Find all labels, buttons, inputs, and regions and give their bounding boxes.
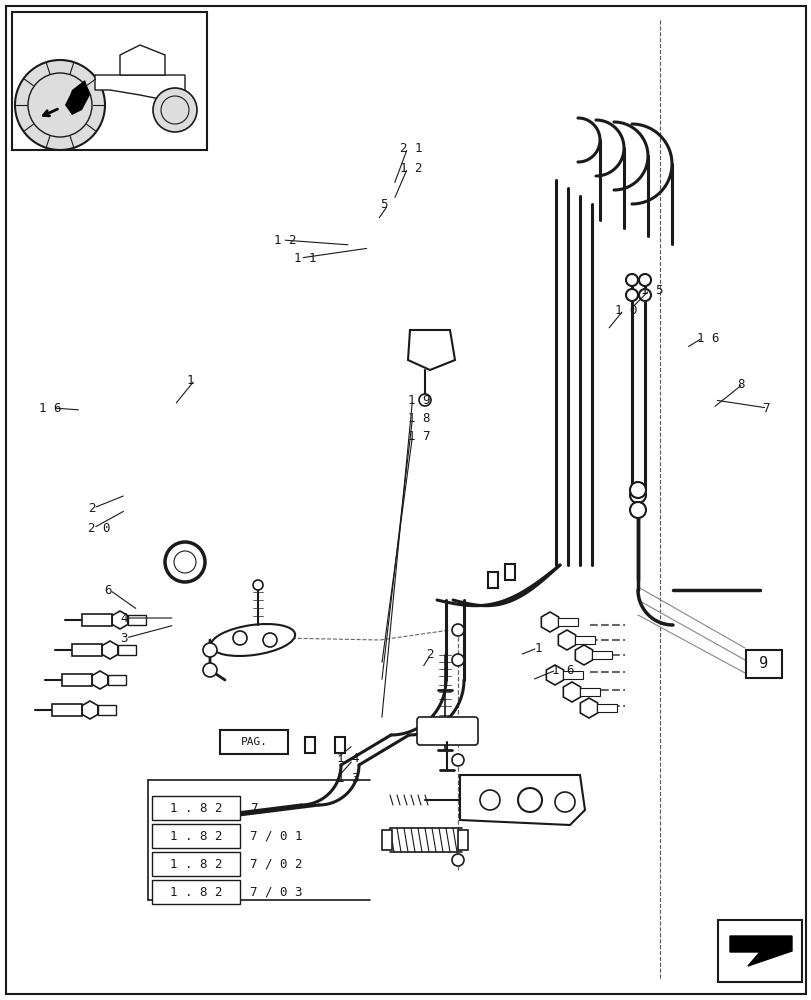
- Circle shape: [452, 854, 463, 866]
- Text: PAG.: PAG.: [240, 737, 267, 747]
- Circle shape: [638, 289, 650, 301]
- Bar: [557, 618, 577, 626]
- Text: 5: 5: [380, 198, 387, 212]
- Bar: [62, 674, 92, 686]
- Ellipse shape: [211, 624, 294, 656]
- Text: 1 8: 1 8: [407, 412, 430, 424]
- Circle shape: [452, 624, 463, 636]
- Text: 3: 3: [120, 632, 127, 645]
- Text: 4: 4: [120, 611, 127, 624]
- Text: 1 3: 1 3: [337, 772, 359, 784]
- Circle shape: [418, 394, 431, 406]
- Bar: [52, 704, 82, 716]
- Bar: [152, 824, 240, 848]
- Bar: [562, 671, 582, 679]
- Circle shape: [629, 482, 646, 498]
- Bar: [596, 704, 616, 712]
- Circle shape: [152, 88, 197, 132]
- Circle shape: [554, 792, 574, 812]
- Bar: [487, 572, 497, 588]
- Circle shape: [629, 487, 646, 503]
- Text: 7: 7: [250, 802, 257, 814]
- Text: 1 7: 1 7: [407, 430, 430, 442]
- Polygon shape: [407, 330, 454, 370]
- Circle shape: [233, 631, 247, 645]
- Polygon shape: [729, 936, 791, 966]
- Polygon shape: [65, 80, 90, 115]
- Circle shape: [452, 654, 463, 666]
- FancyBboxPatch shape: [417, 717, 478, 745]
- Bar: [152, 880, 240, 904]
- Polygon shape: [120, 45, 165, 75]
- Circle shape: [15, 60, 105, 150]
- Text: 1 0: 1 0: [615, 304, 637, 316]
- Circle shape: [263, 633, 277, 647]
- Bar: [335, 737, 345, 753]
- Circle shape: [479, 790, 500, 810]
- Circle shape: [28, 73, 92, 137]
- Bar: [108, 675, 126, 685]
- Bar: [579, 688, 599, 696]
- Text: 8: 8: [736, 377, 744, 390]
- Text: 6: 6: [104, 584, 111, 596]
- Circle shape: [203, 663, 217, 677]
- Text: 1 2: 1 2: [274, 233, 297, 246]
- Text: 1 4: 1 4: [337, 752, 359, 764]
- Circle shape: [161, 96, 189, 124]
- Bar: [152, 796, 240, 820]
- Text: 1 5: 1 5: [641, 284, 663, 296]
- Polygon shape: [95, 75, 185, 115]
- Text: 1: 1: [534, 642, 541, 654]
- Bar: [152, 852, 240, 876]
- Circle shape: [625, 289, 637, 301]
- Polygon shape: [460, 775, 584, 825]
- Text: 7: 7: [761, 401, 768, 414]
- Circle shape: [452, 754, 463, 766]
- Text: 2: 2: [88, 502, 95, 514]
- Text: 7 / 0 1: 7 / 0 1: [250, 830, 303, 842]
- Circle shape: [203, 643, 217, 657]
- Text: 1 6: 1 6: [696, 332, 719, 344]
- Text: 1 . 8 2: 1 . 8 2: [169, 802, 222, 814]
- Bar: [381, 830, 392, 850]
- Circle shape: [174, 551, 195, 573]
- Text: 9: 9: [758, 656, 768, 672]
- Bar: [591, 651, 611, 659]
- Text: 1 6: 1 6: [39, 401, 62, 414]
- Bar: [118, 645, 135, 655]
- Bar: [457, 830, 467, 850]
- Bar: [220, 730, 288, 754]
- Bar: [128, 615, 146, 625]
- Bar: [745, 650, 781, 678]
- Circle shape: [629, 502, 646, 518]
- Circle shape: [625, 274, 637, 286]
- Text: 1 . 8 2: 1 . 8 2: [169, 886, 222, 898]
- Text: 1 . 8 2: 1 . 8 2: [169, 830, 222, 842]
- Bar: [12, 12, 207, 150]
- Text: 7 / 0 3: 7 / 0 3: [250, 886, 303, 898]
- Text: 1 9: 1 9: [407, 393, 430, 406]
- Bar: [574, 636, 594, 644]
- Text: 1: 1: [187, 373, 194, 386]
- Bar: [82, 614, 112, 626]
- Text: 1 . 8 2: 1 . 8 2: [169, 857, 222, 870]
- Circle shape: [253, 580, 263, 590]
- Bar: [717, 920, 801, 982]
- Bar: [305, 737, 315, 753]
- Text: 1 6: 1 6: [551, 664, 574, 676]
- Bar: [504, 564, 514, 580]
- Text: 1 2: 1 2: [399, 161, 422, 174]
- Circle shape: [165, 542, 204, 582]
- Text: 2 1: 2 1: [399, 141, 422, 154]
- Text: 1 1: 1 1: [294, 251, 316, 264]
- Circle shape: [517, 788, 541, 812]
- Text: 7 / 0 2: 7 / 0 2: [250, 857, 303, 870]
- Text: 2: 2: [426, 648, 433, 662]
- Circle shape: [638, 274, 650, 286]
- Bar: [98, 705, 116, 715]
- Text: 2 0: 2 0: [88, 522, 110, 534]
- Bar: [72, 644, 102, 656]
